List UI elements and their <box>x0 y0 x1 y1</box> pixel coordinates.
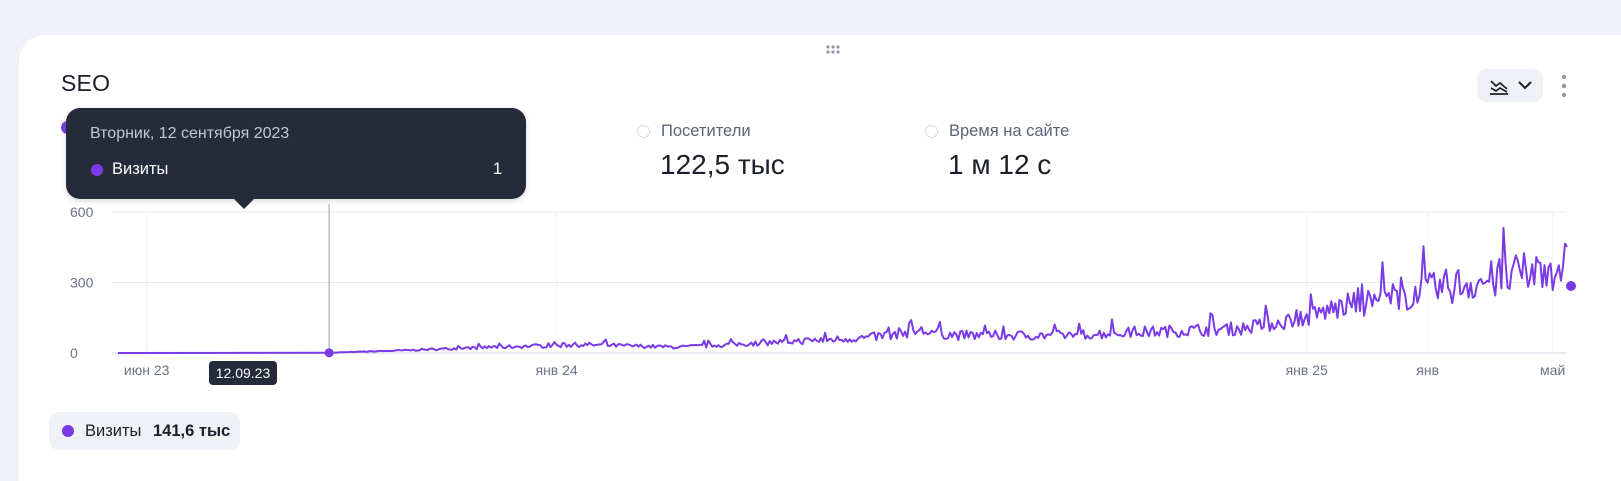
tooltip-date: Вторник, 12 сентября 2023 <box>90 125 290 142</box>
metric-value: 122,5 тыс <box>660 149 785 180</box>
visits-series-line <box>117 226 1568 354</box>
widget-title: SEO <box>61 70 111 96</box>
chart-tooltip: Вторник, 12 сентября 2023 Визиты 1 <box>66 108 526 209</box>
metric-label: Время на сайте <box>949 122 1070 140</box>
hover-x-label: 12.09.23 <box>209 361 277 385</box>
x-tick-label: янв 25 <box>1286 362 1328 378</box>
legend-dot <box>62 425 74 437</box>
chart-view-dropdown[interactable] <box>1477 69 1543 102</box>
y-tick-label: 600 <box>70 204 94 220</box>
metric-toggle-circle[interactable] <box>925 125 938 138</box>
legend-total: 141,6 тыс <box>153 422 231 440</box>
x-tick-label: май <box>1540 362 1565 378</box>
metric-value: 1 м 12 с <box>948 149 1052 180</box>
tooltip-series-name: Визиты <box>112 160 169 178</box>
hover-point <box>324 348 334 358</box>
tooltip-value: 1 <box>492 160 502 178</box>
more-vertical-icon[interactable] <box>1559 74 1569 98</box>
x-tick-label: янв <box>1416 362 1439 378</box>
y-tick-label: 300 <box>70 275 94 291</box>
chevron-down-icon <box>1518 81 1532 90</box>
y-tick-label: 0 <box>70 345 78 361</box>
metric-label: Посетители <box>661 122 751 140</box>
tooltip-series-dot <box>91 164 103 176</box>
legend-name: Визиты <box>85 422 142 440</box>
series-end-point <box>1566 281 1576 292</box>
x-tick-label: июн 23 <box>124 362 170 378</box>
legend-visits[interactable]: Визиты 141,6 тыс <box>49 412 240 450</box>
drag-handle-icon[interactable] <box>826 45 842 55</box>
line-chart-icon <box>1490 80 1508 95</box>
x-tick-label: янв 24 <box>535 362 577 378</box>
metric-toggle-circle[interactable] <box>637 125 650 138</box>
